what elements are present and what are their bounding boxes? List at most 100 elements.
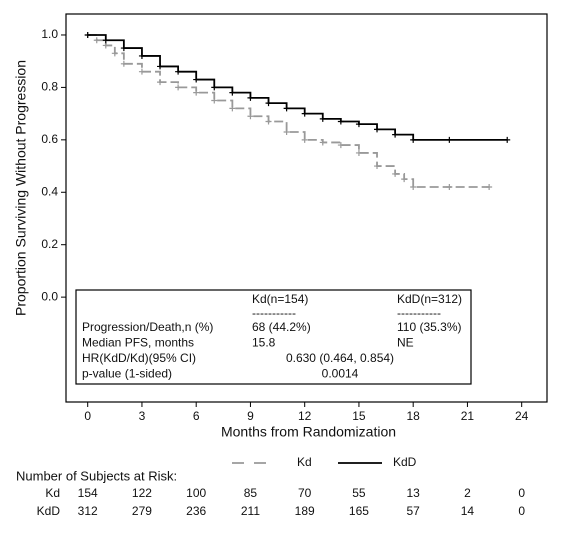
censor-mark — [84, 31, 91, 38]
stats-separator: ----------- — [397, 306, 441, 320]
risk-value: 165 — [349, 504, 369, 518]
x-tick-label: 24 — [515, 409, 529, 423]
risk-value: 154 — [78, 486, 98, 500]
x-tick-label: 6 — [193, 409, 200, 423]
risk-value: 122 — [132, 486, 152, 500]
x-tick-label: 0 — [84, 409, 91, 423]
censor-mark — [247, 113, 254, 120]
stats-separator: ----------- — [252, 306, 296, 320]
plot-frame — [65, 13, 548, 403]
risk-value: 85 — [244, 486, 258, 500]
stats-column-header: KdD(n=312) — [397, 292, 462, 306]
survival-line — [87, 34, 490, 188]
censor-mark — [446, 184, 453, 191]
censor-mark — [374, 126, 381, 133]
censor-mark — [138, 68, 145, 75]
censor-mark — [392, 131, 399, 138]
risk-value: 312 — [78, 504, 98, 518]
risk-value: 279 — [132, 504, 152, 518]
risk-title: Number of Subjects at Risk: — [16, 468, 177, 483]
censor-mark — [265, 118, 272, 125]
y-tick-label: 0.2 — [41, 237, 58, 251]
stats-row-label: Progression/Death,n (%) — [82, 320, 213, 334]
censor-mark — [319, 139, 326, 146]
legend-label: Kd — [297, 455, 312, 469]
y-tick-label: 0.6 — [41, 132, 58, 146]
censor-mark — [93, 37, 100, 44]
risk-value: 0 — [518, 486, 525, 500]
risk-value: 211 — [241, 504, 260, 518]
censor-mark — [211, 84, 218, 91]
risk-value: 2 — [464, 486, 471, 500]
censor-mark — [102, 42, 109, 49]
censor-mark — [401, 176, 408, 183]
censor-mark — [175, 84, 182, 91]
risk-value: 13 — [407, 486, 421, 500]
risk-value: 100 — [186, 486, 206, 500]
stats-cell: 0.0014 — [322, 367, 359, 381]
censor-mark — [138, 52, 145, 59]
censor-mark — [157, 79, 164, 86]
censor-mark — [355, 121, 362, 128]
censor-mark — [486, 184, 493, 191]
censor-mark — [175, 68, 182, 75]
censor-mark — [157, 63, 164, 70]
x-tick-label: 12 — [298, 409, 312, 423]
risk-row-label: Kd — [45, 486, 60, 500]
censor-mark — [120, 60, 127, 67]
censor-mark — [111, 50, 118, 57]
censor-mark — [265, 100, 272, 107]
risk-row-label: KdD — [37, 504, 61, 518]
censor-mark — [193, 76, 200, 83]
censor-mark — [229, 105, 236, 112]
censor-mark — [102, 37, 109, 44]
censor-mark — [211, 97, 218, 104]
censor-mark — [283, 105, 290, 112]
censor-mark — [193, 89, 200, 96]
y-tick-label: 0.0 — [41, 289, 58, 303]
stats-cell: NE — [397, 336, 414, 350]
risk-value: 55 — [352, 486, 366, 500]
censor-mark — [319, 115, 326, 122]
stats-cell: 110 (35.3%) — [397, 320, 461, 334]
censor-mark — [374, 163, 381, 170]
censor-mark — [337, 142, 344, 149]
stats-row-label: HR(KdD/Kd)(95% CI) — [82, 351, 196, 365]
stats-column-header: Kd(n=154) — [252, 292, 308, 306]
x-tick-label: 21 — [461, 409, 475, 423]
censor-mark — [301, 110, 308, 117]
x-tick-label: 18 — [407, 409, 421, 423]
stats-cell: 68 (44.2%) — [252, 320, 311, 334]
censor-mark — [392, 170, 399, 177]
censor-mark — [504, 136, 511, 143]
stats-cell: 0.630 (0.464, 0.854) — [286, 351, 394, 365]
stats-box — [75, 289, 472, 385]
x-tick-label: 15 — [352, 409, 366, 423]
x-tick-label: 3 — [139, 409, 146, 423]
risk-value: 189 — [295, 504, 315, 518]
survival-line — [87, 34, 508, 141]
censor-mark — [301, 136, 308, 143]
risk-value: 70 — [298, 486, 312, 500]
risk-value: 236 — [186, 504, 206, 518]
x-tick-label: 9 — [247, 409, 254, 423]
censor-mark — [337, 118, 344, 125]
censor-mark — [247, 94, 254, 101]
y-tick-label: 0.4 — [41, 184, 58, 198]
risk-value: 0 — [518, 504, 525, 518]
stats-row-label: p-value (1-sided) — [82, 367, 172, 381]
censor-mark — [283, 128, 290, 135]
y-tick-label: 0.8 — [41, 80, 58, 94]
y-axis-title: Proportion Surviving Without Progression — [13, 60, 29, 316]
censor-mark — [229, 89, 236, 96]
censor-mark — [446, 136, 453, 143]
legend-label: KdD — [393, 455, 417, 469]
y-tick-label: 1.0 — [41, 27, 58, 41]
censor-mark — [410, 184, 417, 191]
censor-mark — [410, 136, 417, 143]
x-axis-title: Months from Randomization — [221, 424, 396, 440]
risk-value: 57 — [407, 504, 421, 518]
stats-row-label: Median PFS, months — [82, 336, 194, 350]
censor-mark — [120, 45, 127, 52]
